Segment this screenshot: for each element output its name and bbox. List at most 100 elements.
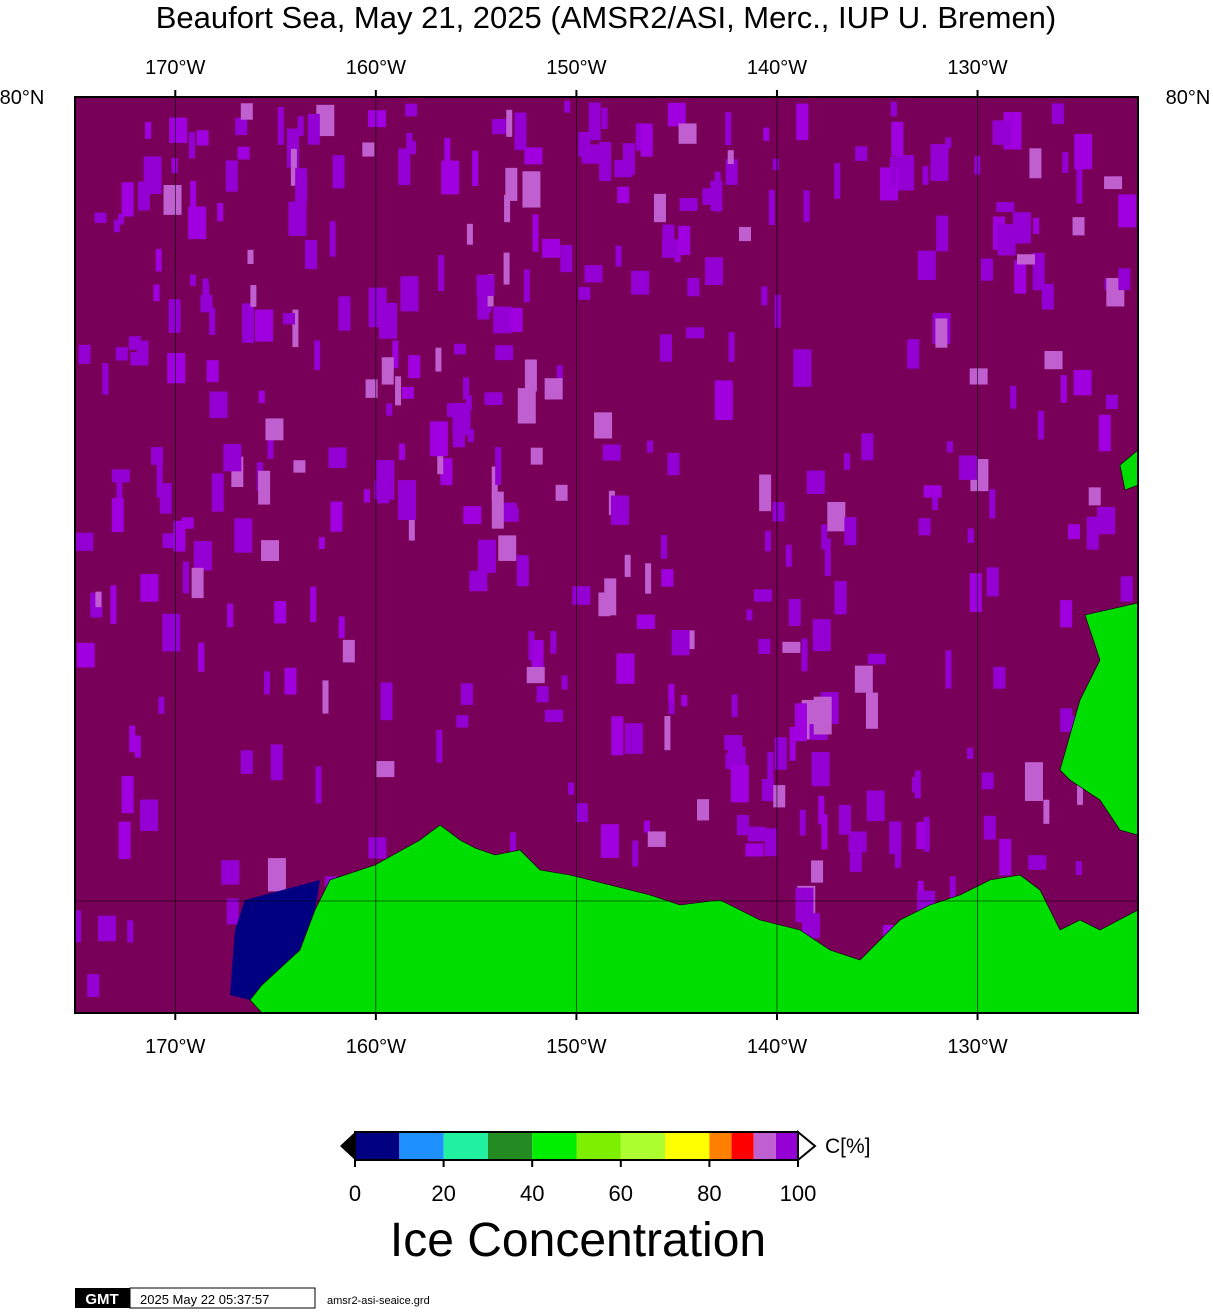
speckle — [155, 248, 162, 272]
speckle — [338, 616, 345, 639]
speckle — [338, 296, 351, 331]
speckle — [544, 378, 563, 400]
speckle — [796, 103, 809, 141]
speckle — [945, 137, 952, 149]
timestamp-box — [129, 1287, 316, 1309]
speckle — [113, 219, 120, 233]
speckle — [834, 581, 847, 615]
speckle — [405, 103, 418, 117]
speckle — [196, 130, 209, 146]
speckle — [1074, 133, 1093, 170]
speckle — [466, 223, 473, 245]
speckle — [844, 453, 851, 470]
speckle — [567, 782, 574, 795]
speckle — [118, 821, 131, 859]
speckle — [679, 198, 698, 211]
speckle — [967, 747, 974, 760]
speckle — [855, 146, 868, 161]
speckle — [668, 683, 675, 702]
speckle — [98, 915, 117, 942]
colorbar-segment — [399, 1132, 444, 1160]
speckle — [992, 120, 1011, 145]
speckle — [946, 441, 953, 453]
speckle — [406, 132, 413, 154]
speckle — [1105, 394, 1118, 409]
speckle — [662, 224, 675, 242]
speckle — [753, 589, 772, 602]
speckle — [772, 158, 779, 171]
speckle — [121, 182, 134, 217]
speckle — [362, 142, 375, 157]
speckle — [801, 638, 808, 672]
logo-box — [75, 1288, 130, 1308]
speckle — [189, 274, 196, 286]
speckle — [671, 630, 690, 656]
speckle — [206, 360, 219, 383]
speckle — [1051, 103, 1064, 124]
speckle — [993, 666, 1006, 689]
speckle — [127, 920, 134, 943]
speckle — [803, 190, 810, 222]
speckle — [930, 144, 949, 181]
colorbar-segment — [576, 1132, 621, 1160]
speckle — [999, 838, 1012, 876]
speckle — [223, 444, 242, 472]
speckle — [555, 484, 568, 501]
speckle — [495, 447, 502, 485]
speckle — [714, 380, 733, 421]
speckle — [137, 181, 150, 211]
colorbar-segment — [487, 1132, 533, 1160]
speckle — [678, 225, 691, 256]
speckle — [969, 368, 988, 385]
speckle — [772, 502, 785, 522]
speckle — [834, 163, 841, 199]
speckle — [923, 485, 942, 498]
speckle — [731, 694, 738, 717]
speckle — [1120, 576, 1133, 602]
lon-label: 160°W — [346, 1036, 406, 1058]
speckle — [465, 395, 472, 410]
speckle — [794, 703, 807, 742]
colorbar: 0 20 40 60 80 100 — [340, 1129, 817, 1206]
speckle — [774, 737, 787, 770]
speckle — [258, 390, 265, 404]
open-water — [230, 880, 320, 1000]
colorbar-tick-label: 0 — [349, 1181, 361, 1206]
speckle — [1072, 217, 1085, 236]
speckle — [763, 127, 770, 141]
speckle — [1024, 762, 1043, 802]
speckle — [484, 392, 503, 406]
speckle — [617, 186, 630, 204]
lat-label: 80°N — [1166, 87, 1211, 109]
speckle — [667, 102, 686, 127]
speckle — [171, 158, 178, 174]
speckle — [725, 753, 732, 769]
speckle — [386, 403, 393, 416]
logo: GMT — [85, 1291, 118, 1308]
speckle — [584, 265, 603, 283]
speckle — [745, 843, 764, 857]
speckle — [1028, 855, 1047, 870]
speckle — [492, 118, 511, 135]
colorbar-label: Ice Concentration — [390, 1214, 766, 1267]
speckle — [250, 285, 257, 307]
speckle — [668, 697, 675, 715]
speckle — [456, 715, 469, 728]
speckle — [500, 507, 519, 522]
speckle — [889, 157, 896, 186]
speckle — [759, 474, 772, 512]
speckle — [235, 117, 248, 136]
speckle — [408, 355, 421, 379]
speckle — [305, 240, 318, 270]
speckle — [764, 828, 777, 857]
speckle — [267, 422, 274, 459]
speckle — [1098, 414, 1111, 452]
speckle — [1029, 148, 1042, 179]
speckle — [662, 239, 681, 258]
speckle — [758, 638, 771, 655]
speckle — [1012, 212, 1031, 244]
lat-label: 80°N — [0, 87, 44, 109]
colorbar-segment — [753, 1132, 776, 1160]
speckle — [510, 307, 523, 333]
speckle — [392, 340, 399, 369]
